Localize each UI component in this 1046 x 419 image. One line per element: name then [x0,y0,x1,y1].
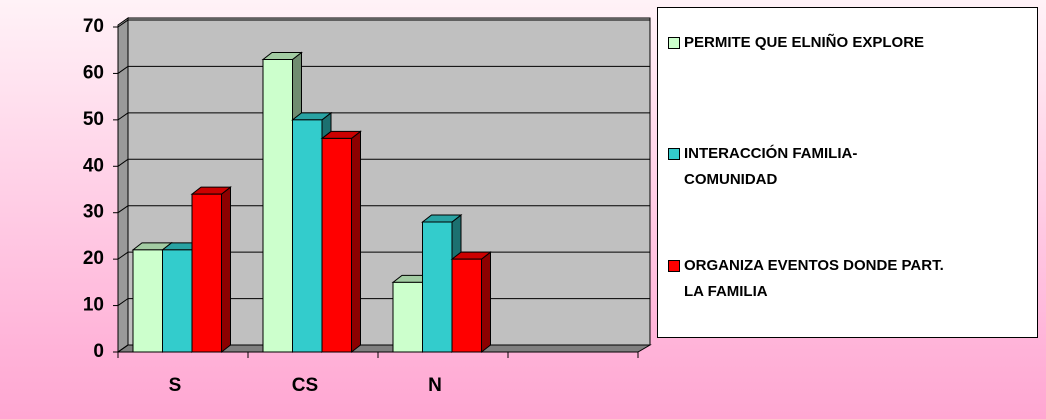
grid-line [117,158,650,167]
bar-side [481,251,491,354]
bar-front [392,281,423,353]
grid-line [117,19,650,28]
x-tick-label: S [169,375,182,396]
y-tick-label: 60 [83,62,104,83]
bar-front [191,193,222,353]
legend: PERMITE QUE ELNIÑO EXPLORE INTERACCIÓN FA… [657,7,1038,338]
bar [320,130,362,354]
legend-swatch [668,37,680,49]
legend-label: PERMITE QUE ELNIÑO EXPLORE [684,34,925,51]
grid-line [117,112,650,121]
bar-front [292,119,323,353]
y-tick-label: 70 [83,16,104,37]
legend-swatch [668,260,680,272]
bar-front [162,249,193,353]
legend-item: INTERACCIÓN FAMILIA- COMUNIDAD [668,141,857,193]
grid-line [117,205,650,214]
x-tick-label: N [428,375,442,396]
bar-side [221,186,231,354]
bar [190,186,232,354]
bar-front [132,249,163,353]
legend-item: ORGANIZA EVENTOS DONDE PART. LA FAMILIA [668,253,944,305]
legend-label: INTERACCIÓN FAMILIA- COMUNIDAD [684,145,858,188]
bar [450,251,492,354]
y-tick-label: 30 [83,202,104,223]
legend-swatch [668,148,680,160]
legend-label: ORGANIZA EVENTOS DONDE PART. LA FAMILIA [684,257,944,300]
x-tick-label: CS [292,375,318,396]
legend-item: PERMITE QUE ELNIÑO EXPLORE [668,30,924,56]
bar-front [451,258,482,353]
y-tick-label: 50 [83,109,104,130]
y-tick-label: 20 [83,248,104,269]
bar-side [351,130,361,354]
bar-front [321,137,352,353]
y-tick-label: 40 [83,155,104,176]
y-tick-label: 10 [83,295,104,316]
bar-front [262,59,293,353]
bar-front [422,221,453,353]
y-tick-label: 0 [93,341,104,362]
grid-line [117,65,650,74]
